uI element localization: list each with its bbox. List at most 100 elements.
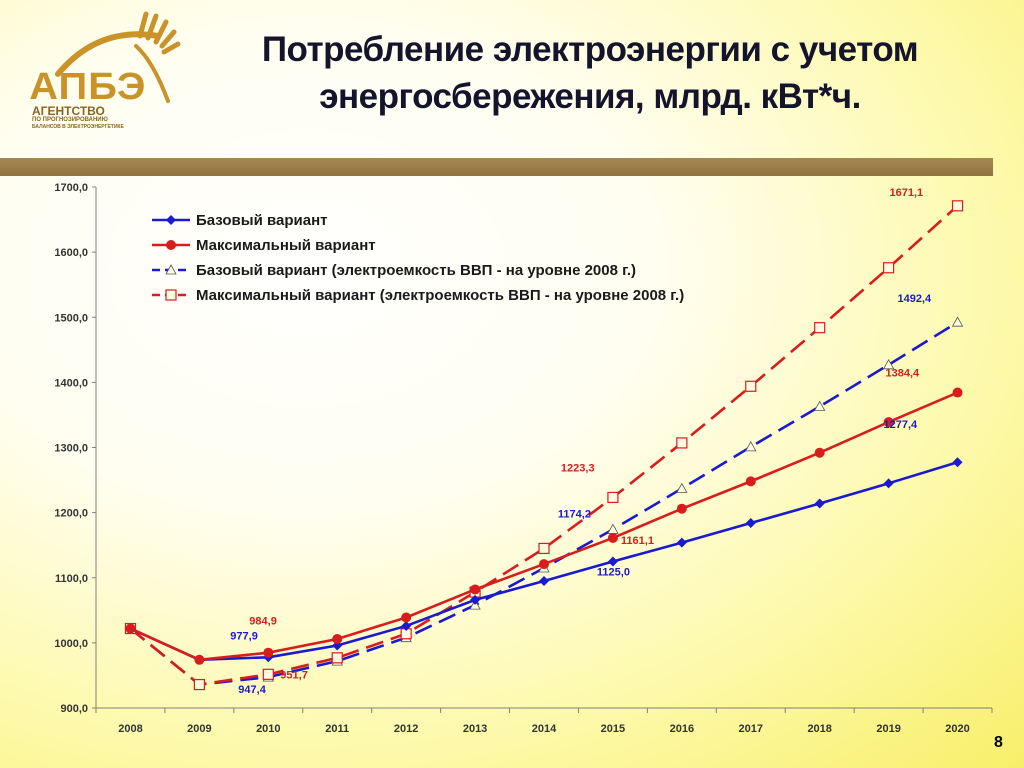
x-tick-label: 2013 [463,723,487,735]
legend-label: Максимальный вариант (электроемкость ВВП… [196,287,684,304]
legend-marker [165,264,177,275]
legend-label: Максимальный вариант [196,237,376,254]
data-point [607,556,618,567]
data-point [470,584,481,595]
data-point [882,358,895,370]
data-point [607,532,618,543]
legend-label: Базовый вариант (электроемкость ВВП - на… [196,262,636,279]
data-point [539,576,549,587]
data-point [401,620,412,631]
data-point [262,668,274,680]
data-point [332,633,343,644]
data-point [814,400,826,411]
x-tick-label: 2016 [670,723,694,735]
data-point [883,417,894,428]
y-tick-label: 1400,0 [54,377,88,389]
data-point [676,537,687,548]
x-tick-label: 2014 [532,723,557,735]
x-tick-label: 2008 [118,723,142,735]
x-tick-label: 2020 [945,723,969,735]
x-tick-label: 2011 [325,723,349,735]
x-tick-label: 2015 [601,723,625,735]
data-label: 1277,4 [884,419,919,431]
data-point [745,441,757,452]
data-label: 1384,4 [886,368,921,380]
legend-entry-4: Максимальный вариант (электроемкость ВВП… [152,287,684,304]
data-point [676,482,688,493]
data-label: 977,9 [230,630,258,642]
legend-entry-2: Максимальный вариант [152,237,376,254]
y-tick-label: 1700,0 [54,182,88,194]
legend-label: Базовый вариант [196,212,327,229]
legend-marker [166,240,176,250]
y-tick-label: 1200,0 [54,508,88,520]
data-point [951,200,964,212]
data-label: 1492,4 [898,293,933,305]
data-label: 1161,1 [621,535,654,547]
data-point [193,678,205,691]
x-tick-label: 2019 [876,723,900,735]
chart-series [124,200,964,691]
data-point [263,647,274,658]
data-point [745,380,757,392]
page-number: 8 [994,734,1003,751]
x-tick-label: 2010 [256,723,280,735]
data-point [883,262,895,274]
y-tick-label: 1000,0 [54,638,88,650]
x-tick-label: 2018 [807,723,831,735]
data-point [539,559,549,570]
data-point [951,316,964,327]
data-point [676,437,688,449]
data-point [745,476,756,487]
x-tick-label: 2009 [187,723,211,735]
data-point [125,623,136,634]
y-tick-label: 1500,0 [54,312,88,324]
logo-name: АПБЭ [29,66,147,108]
y-tick-label: 1600,0 [54,247,88,259]
series-2 [125,387,963,665]
legend-marker [166,215,176,225]
logo-emblem [55,11,181,103]
data-point [470,594,481,605]
data-point [607,491,619,504]
data-point [814,322,826,334]
legend-entry-1: Базовый вариант [152,212,327,229]
data-label: 951,7 [280,669,308,681]
data-point [538,542,550,555]
chart-annotations: 977,9 984,9 947,4 951,7 1174,2 1161,1 1125,0 12… [230,187,932,696]
header-divider-band [0,158,993,176]
title-line-2: энергосбережения, млрд. кВт*ч. [319,77,861,116]
data-point [883,478,894,489]
data-label: 1671,1 [890,187,924,199]
chart-legend: Базовый вариант Максимальный вариант Базов… [152,212,684,304]
x-tick-label: 2012 [394,723,418,735]
series-4 [124,200,964,691]
title-line-1: Потребление электроэнергии с учетом [261,30,919,69]
data-label: 1223,3 [561,462,595,474]
data-point [194,654,205,665]
data-point [607,523,619,534]
data-point [814,447,825,458]
y-tick-label: 1300,0 [54,443,88,455]
y-tick-label: 900,0 [60,703,88,715]
legend-marker [165,289,177,301]
logo-subtitle: АГЕНТСТВО [32,104,105,118]
wheat-icon [55,11,181,103]
data-point [401,612,412,623]
chart-axes: 900,0 1000,0 1100,0 1200,0 1300,0 1400,0 1500,… [54,182,993,735]
logo-subtitle-line2: ПО ПРОГНОЗИРОВАНИЮ [32,117,108,123]
logo-subtitle-line3: БАЛАНСОВ В ЭЛЕКТРОЭНЕРГЕТИКЕ [32,124,124,130]
y-tick-label: 1100,0 [55,573,88,585]
data-label: 1174,2 [558,508,591,520]
data-label: 947,4 [238,684,266,696]
data-point [676,503,687,514]
data-label: 984,9 [249,616,277,628]
data-point [745,518,756,529]
data-point [331,652,343,664]
data-point [814,498,825,509]
data-point [952,457,963,468]
legend-entry-3: Базовый вариант (электроемкость ВВП - на… [152,262,636,279]
data-point [952,387,963,398]
x-tick-label: 2017 [739,723,763,735]
